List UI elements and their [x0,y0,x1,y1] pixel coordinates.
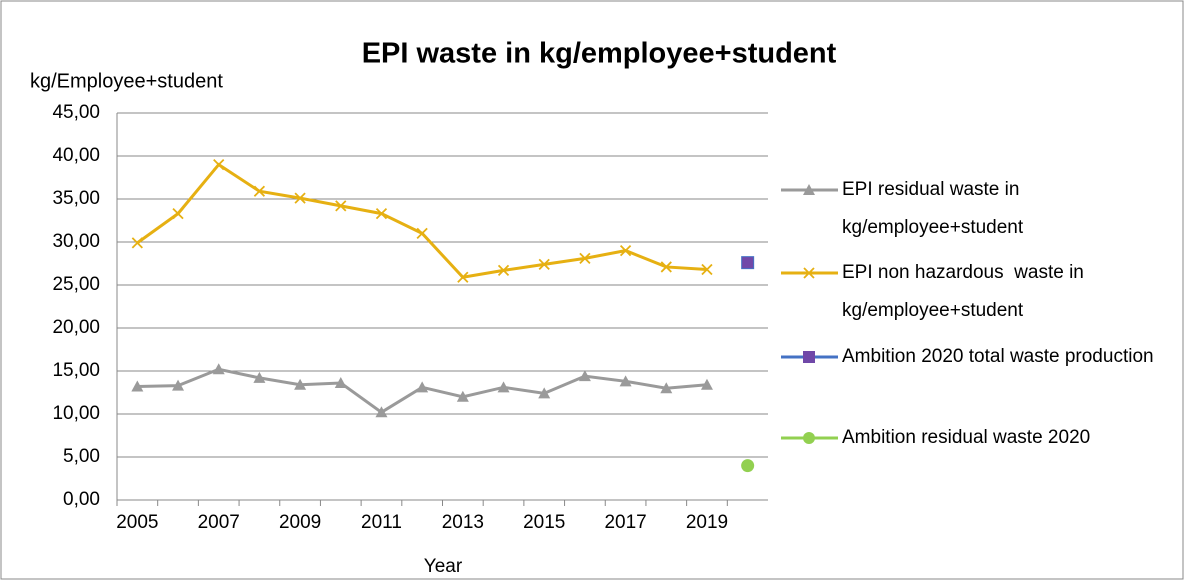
data-point [212,363,225,375]
data-point [538,387,551,399]
legend-label: EPI non hazardous waste in kg/employee+s… [842,262,1090,321]
y-tick-label: 45,00 [52,102,100,123]
x-tick-label: 2017 [604,512,646,533]
data-point [294,192,306,204]
data-point [619,244,632,257]
x-tick-label: 2007 [198,512,240,533]
data-point [578,370,591,382]
data-point [294,378,307,390]
data-point [741,459,755,473]
x-tick-label: 2011 [361,512,402,533]
y-tick-label: 10,00 [52,403,100,424]
legend-label: EPI residual waste in kg/employee+studen… [842,179,1025,238]
data-point [497,264,510,277]
x-tick-label: 2005 [116,512,158,533]
data-point [741,256,755,270]
data-point [619,375,632,387]
data-point [172,379,185,391]
y-tick-label: 35,00 [52,188,100,209]
legend-label: Ambition residual waste 2020 [842,427,1091,448]
chart-title: EPI waste in kg/employee+student [362,38,837,70]
data-point [375,207,388,220]
data-point [660,261,672,273]
y-tick-label: 40,00 [52,145,100,166]
data-point [457,271,469,283]
data-point [253,371,266,383]
y-tick-label: 15,00 [52,360,100,381]
legend-marker [803,351,815,363]
y-tick-label: 5,00 [63,446,100,467]
data-point [538,258,550,270]
x-tick-label: 2015 [523,512,565,533]
data-point [131,380,144,392]
legend-label: Ambition 2020 total waste production [842,346,1154,367]
data-point [660,382,673,394]
y-tick-label: 30,00 [52,231,100,252]
y-tick-label: 0,00 [63,489,100,510]
data-point [701,263,713,276]
y-tick-label: 20,00 [52,317,100,338]
data-point [334,377,347,389]
data-point [172,207,184,220]
data-point [416,227,428,240]
y-axis-title: kg/Employee+student [30,70,223,92]
legend-marker [803,184,815,195]
data-point [416,381,429,393]
data-point [335,200,347,212]
x-tick-label: 2013 [442,512,484,533]
data-point [131,237,143,249]
legend-marker [803,267,815,279]
data-point [497,381,510,393]
data-point [700,378,713,390]
x-axis-title: Year [424,556,463,577]
y-tick-label: 25,00 [52,274,100,295]
x-tick-label: 2019 [686,512,728,533]
data-point [375,406,388,418]
data-point [213,158,225,171]
data-point [253,185,266,197]
x-tick-label: 2009 [279,512,321,533]
legend-marker [803,432,815,444]
data-point [579,252,591,264]
data-point [456,390,469,402]
